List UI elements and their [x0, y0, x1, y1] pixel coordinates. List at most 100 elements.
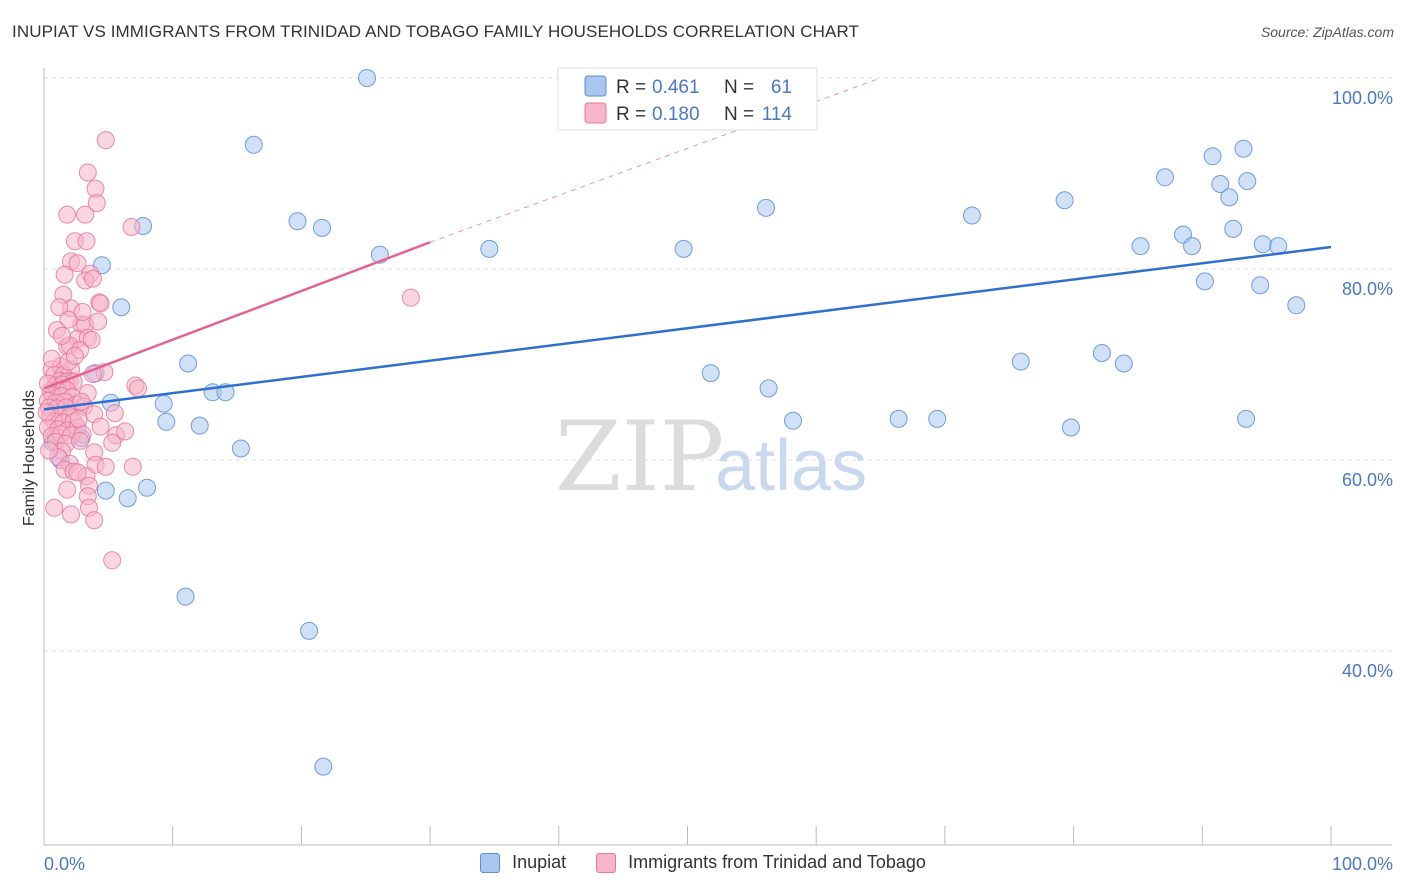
inupiat-point-49 [759, 379, 778, 398]
chart-source: Source: ZipAtlas.com [1260, 24, 1394, 40]
inupiat-point-50 [784, 411, 802, 430]
inupiat-point-30 [96, 481, 115, 500]
inupiat-point-34 [190, 416, 209, 435]
inupiat-point-19 [1234, 139, 1253, 158]
legend-bottom-label-inupiat: Inupiat [512, 852, 567, 872]
trinidad-point-3 [87, 194, 106, 213]
inupiat-point-11 [1131, 237, 1150, 256]
series-trinidad-points [37, 131, 420, 570]
inupiat-point-58 [1062, 418, 1080, 437]
trinidad-point-12 [55, 265, 74, 284]
x-tick-label-100: 100.0% [1332, 854, 1393, 874]
inupiat-point-55 [1114, 354, 1133, 373]
watermark: ZIP atlas [555, 401, 867, 513]
x-axis-ticks [43, 826, 1332, 845]
trinidad-point-26 [82, 330, 101, 349]
trinidad-point-8 [77, 232, 96, 251]
trinidad-point-93 [103, 551, 122, 570]
trend-line-inupiat [43, 245, 1332, 411]
trinidad-point-94 [58, 480, 77, 499]
inupiat-point-51 [889, 409, 908, 428]
trinidad-point-6 [122, 218, 141, 236]
inupiat-point-52 [928, 409, 947, 428]
legend-n-label-1: N = [724, 77, 754, 98]
legend-bottom-swatch-trinidad [596, 852, 617, 873]
trinidad-point-17 [91, 294, 110, 313]
trinidad-point-4 [58, 205, 77, 224]
watermark-zip: ZIP [555, 401, 724, 513]
inupiat-point-15 [1203, 147, 1222, 166]
inupiat-point-3 [288, 212, 307, 231]
trinidad-point-81 [96, 457, 115, 476]
inupiat-point-10 [1055, 191, 1074, 210]
y-axis-label: Family Households [21, 390, 38, 526]
trinidad-point-5 [76, 205, 95, 224]
legend-r-label-2: R = [616, 104, 646, 125]
gridlines [44, 77, 1392, 652]
trinidad-point-106 [72, 392, 91, 411]
trend-lines [43, 77, 1332, 411]
legend-bottom-swatch-inupiat [480, 852, 501, 873]
inupiat-point-0 [358, 69, 376, 87]
x-tick-label-0: 0.0% [44, 854, 85, 874]
y-tick-label-100: 100.0% [1332, 88, 1393, 108]
inupiat-point-16 [1211, 175, 1230, 193]
legend-r-value-2: 0.180 [652, 104, 700, 125]
legend-n-label-2: N = [724, 104, 754, 125]
trinidad-point-99 [116, 422, 135, 441]
inupiat-point-48 [701, 364, 720, 383]
legend-n-value-1: 61 [771, 77, 792, 98]
legend-bottom-label-trinidad: Immigrants from Trinidad and Tobago [628, 852, 926, 872]
inupiat-point-25 [112, 298, 131, 317]
trinidad-point-103 [40, 441, 59, 460]
inupiat-point-17 [1220, 188, 1239, 207]
inupiat-point-2 [244, 135, 263, 154]
inupiat-point-32 [157, 412, 176, 431]
legend-swatch-trinidad [584, 102, 607, 124]
trinidad-point-87 [103, 433, 122, 452]
inupiat-point-4 [313, 218, 331, 237]
trinidad-point-0 [96, 131, 115, 150]
inupiat-point-33 [179, 354, 198, 373]
trinidad-point-91 [62, 505, 80, 524]
legend-item-inupiat[interactable]: Inupiat [480, 852, 566, 873]
inupiat-point-31 [154, 394, 173, 413]
inupiat-point-56 [1195, 272, 1214, 291]
inupiat-point-9 [962, 206, 981, 225]
trinidad-point-96 [401, 288, 420, 307]
watermark-atlas: atlas [715, 426, 867, 506]
trinidad-point-21 [59, 310, 78, 329]
inupiat-point-23 [1287, 296, 1306, 315]
y-tick-labels: 40.0% 60.0% 80.0% 100.0% [1332, 88, 1393, 681]
trinidad-point-10 [68, 254, 87, 273]
inupiat-point-7 [674, 239, 693, 258]
trinidad-point-104 [37, 403, 56, 422]
legend-swatch-inupiat [584, 75, 607, 97]
legend-r-label-1: R = [616, 77, 646, 98]
trinidad-point-95 [68, 463, 87, 482]
y-tick-label-60: 60.0% [1342, 470, 1393, 490]
trinidad-point-102 [91, 417, 110, 436]
trinidad-point-74 [71, 431, 89, 450]
trinidad-point-112 [73, 303, 92, 321]
trinidad-point-98 [105, 404, 124, 423]
inupiat-point-45 [176, 587, 195, 606]
inupiat-point-57 [1251, 276, 1270, 295]
legend-r-value-1: 0.461 [652, 77, 700, 98]
chart-title: INUPIAT VS IMMIGRANTS FROM TRINIDAD AND … [12, 22, 859, 41]
inupiat-point-21 [1253, 235, 1272, 254]
inupiat-point-12 [1156, 168, 1174, 187]
inupiat-point-54 [1092, 344, 1111, 362]
inupiat-point-20 [1238, 172, 1257, 191]
legend-n-value-2: 114 [762, 104, 793, 125]
inupiat-point-37 [231, 439, 250, 458]
legend-bottom: Inupiat Immigrants from Trinidad and Tob… [0, 852, 1406, 873]
trinidad-point-86 [123, 457, 142, 476]
trinidad-point-109 [42, 349, 61, 368]
trinidad-point-110 [65, 346, 84, 365]
legend-item-trinidad[interactable]: Immigrants from Trinidad and Tobago [596, 852, 926, 873]
inupiat-point-29 [118, 489, 137, 508]
trinidad-point-111 [89, 312, 108, 331]
inupiat-point-18 [1224, 219, 1243, 238]
